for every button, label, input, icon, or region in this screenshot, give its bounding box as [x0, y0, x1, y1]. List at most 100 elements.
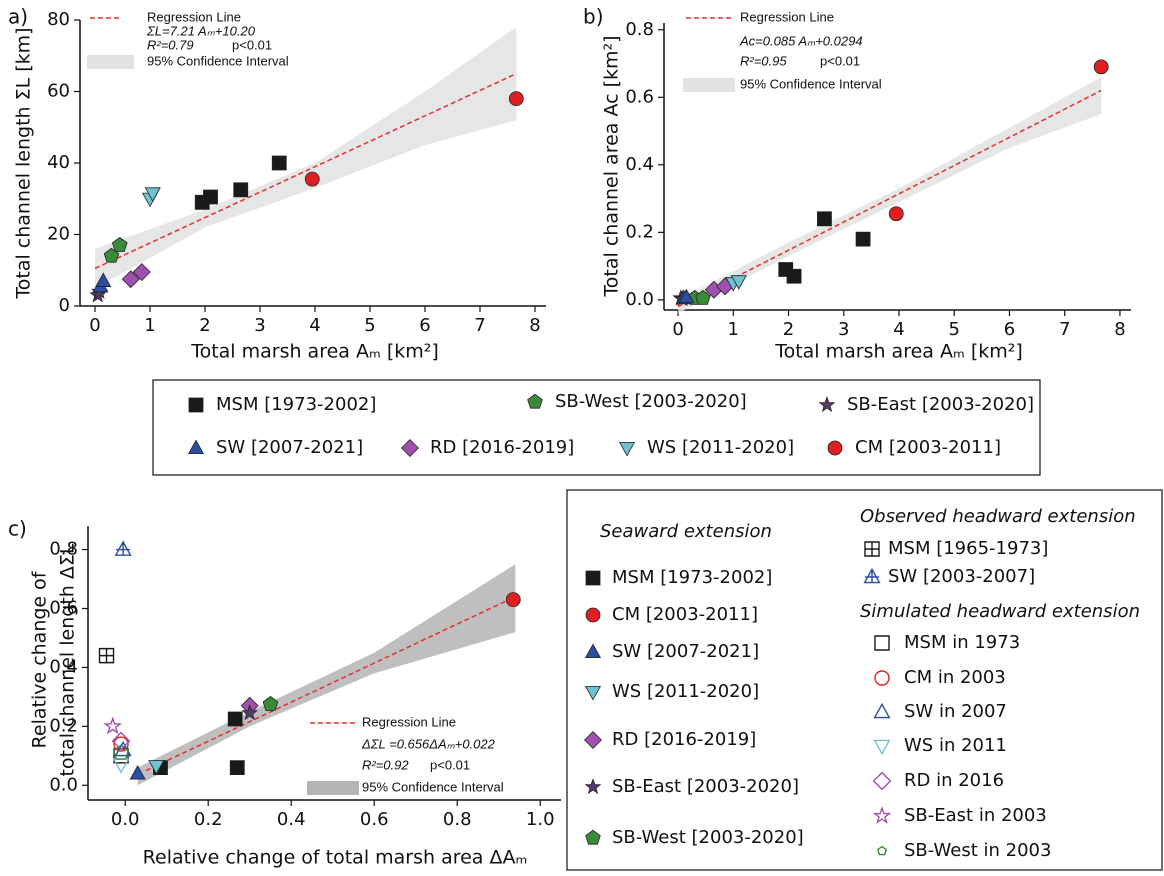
x-tick-label: 8: [529, 315, 540, 336]
x-tick-label: 3: [838, 319, 849, 340]
regression-line: [94, 72, 517, 270]
legend-marker: [864, 541, 880, 557]
x-tick-label: 1: [144, 315, 155, 336]
legend-label: SW [2007-2021]: [216, 437, 363, 458]
legend-marker: [187, 439, 205, 454]
panel-label: c): [8, 517, 27, 541]
data-point: [855, 231, 871, 247]
x-tick-label: 6: [1004, 319, 1015, 340]
confidence-band: [137, 564, 516, 786]
annotation-text: Regression Line: [740, 9, 834, 24]
data-point: [144, 187, 161, 202]
x-tick-label: 7: [474, 315, 485, 336]
y-tick-label: 0.2: [49, 715, 78, 736]
data-point: [1093, 59, 1109, 75]
y-axis-label: Total channel area Ac [km²]: [601, 35, 623, 297]
legend-marker: [873, 702, 891, 719]
legend-label: MSM in 1973: [904, 632, 1020, 653]
data-point: [112, 758, 130, 774]
data-point: [111, 731, 131, 751]
y-tick-label: 0.8: [625, 19, 654, 40]
x-tick-label: 0.0: [111, 809, 140, 830]
x-axis-label: Relative change of total marsh area ΔAₘ: [143, 847, 528, 869]
x-tick-label: 5: [364, 315, 375, 336]
legend-marker: [527, 393, 543, 409]
data-point: [113, 736, 129, 752]
legend-marker: [874, 670, 890, 686]
legend-marker: [584, 686, 602, 701]
legend-marker: [584, 643, 602, 658]
legend-box: [566, 489, 1163, 871]
legend-label: MSM [1973-2002]: [612, 567, 772, 588]
data-point: [241, 704, 259, 721]
annotation-text: p<0.01: [430, 757, 470, 772]
legend-label: SB-West [2003-2020]: [612, 827, 804, 848]
legend-label: SW [2003-2007]: [888, 566, 1035, 587]
x-tick-label: 6: [419, 315, 430, 336]
annotation-text: 95% Confidence Interval: [362, 779, 504, 794]
x-tick-label: 5: [949, 319, 960, 340]
legend-marker: [584, 731, 602, 749]
y-tick-label: 20: [47, 224, 70, 245]
data-point: [113, 748, 129, 764]
x-tick-label: 0.6: [360, 809, 389, 830]
data-point: [505, 592, 521, 608]
y-tick-label: 0.0: [625, 289, 654, 310]
legend-marker: [827, 440, 843, 456]
data-point: [508, 91, 524, 107]
legend-label: MSM [1965-1973]: [888, 538, 1048, 559]
legend-label: RD [2016-2019]: [430, 437, 574, 458]
legend-marker: [401, 439, 419, 457]
x-axis-label: Total marsh area Aₘ [km²]: [774, 341, 1023, 363]
data-point: [233, 182, 249, 198]
x-tick-label: 0: [672, 319, 683, 340]
legend-marker: [188, 397, 204, 413]
y-tick-label: 0.8: [49, 539, 78, 560]
regression-line: [677, 89, 1102, 308]
annotation-text: R²=0.95: [740, 53, 787, 68]
x-tick-label: 2: [783, 319, 794, 340]
legend-label: WS [2011-2020]: [647, 437, 794, 458]
data-point: [227, 711, 243, 727]
annotation-text: Ac=0.085 Aₘ+0.0294: [739, 33, 863, 48]
legend-box: [152, 379, 1041, 476]
legend-label: CM in 2003: [904, 667, 1006, 688]
legend-label: RD in 2016: [904, 770, 1004, 791]
legend-label: WS [2011-2020]: [612, 681, 759, 702]
data-point: [129, 764, 146, 780]
x-tick-label: 0.2: [194, 809, 223, 830]
y-axis-label: Total channel length ΣL [km]: [13, 27, 35, 299]
legend-marker: [874, 635, 890, 651]
data-point: [229, 760, 245, 775]
data-point: [786, 268, 802, 284]
y-tick-label: 0.4: [49, 656, 78, 677]
y-tick-label: 60: [47, 81, 70, 102]
legend-marker: [863, 567, 881, 584]
annotation-swatch: [307, 781, 359, 795]
legend-heading: Seaward extension: [600, 521, 772, 542]
x-tick-label: 0.4: [277, 809, 306, 830]
legend-label: SB-East [2003-2020]: [847, 394, 1034, 415]
legend-label: SB-East [2003-2020]: [612, 776, 799, 797]
y-tick-label: 40: [47, 152, 70, 173]
data-point: [114, 540, 132, 556]
y-tick-label: 0.4: [625, 154, 654, 175]
annotation-text: R²=0.79: [147, 37, 194, 52]
confidence-band: [95, 27, 517, 289]
annotation-text: 95% Confidence Interval: [147, 53, 289, 68]
regression-line: [145, 596, 516, 772]
legend-heading: Observed headward extension: [860, 506, 1136, 527]
annotation-text: ΔΣL =0.656ΔAₘ+0.022: [361, 736, 496, 751]
annotation-text: R²=0.92: [362, 757, 409, 772]
annotation-text: p<0.01: [232, 37, 272, 52]
x-tick-label: 1.0: [526, 809, 555, 830]
legend-label: SW in 2007: [904, 701, 1007, 722]
legend-marker: [584, 778, 602, 795]
x-tick-label: 8: [1114, 319, 1125, 340]
data-point: [817, 211, 832, 227]
y-tick-label: 0.6: [49, 597, 78, 618]
x-tick-label: 0: [89, 315, 100, 336]
legend-label: SW [2007-2021]: [612, 641, 759, 662]
